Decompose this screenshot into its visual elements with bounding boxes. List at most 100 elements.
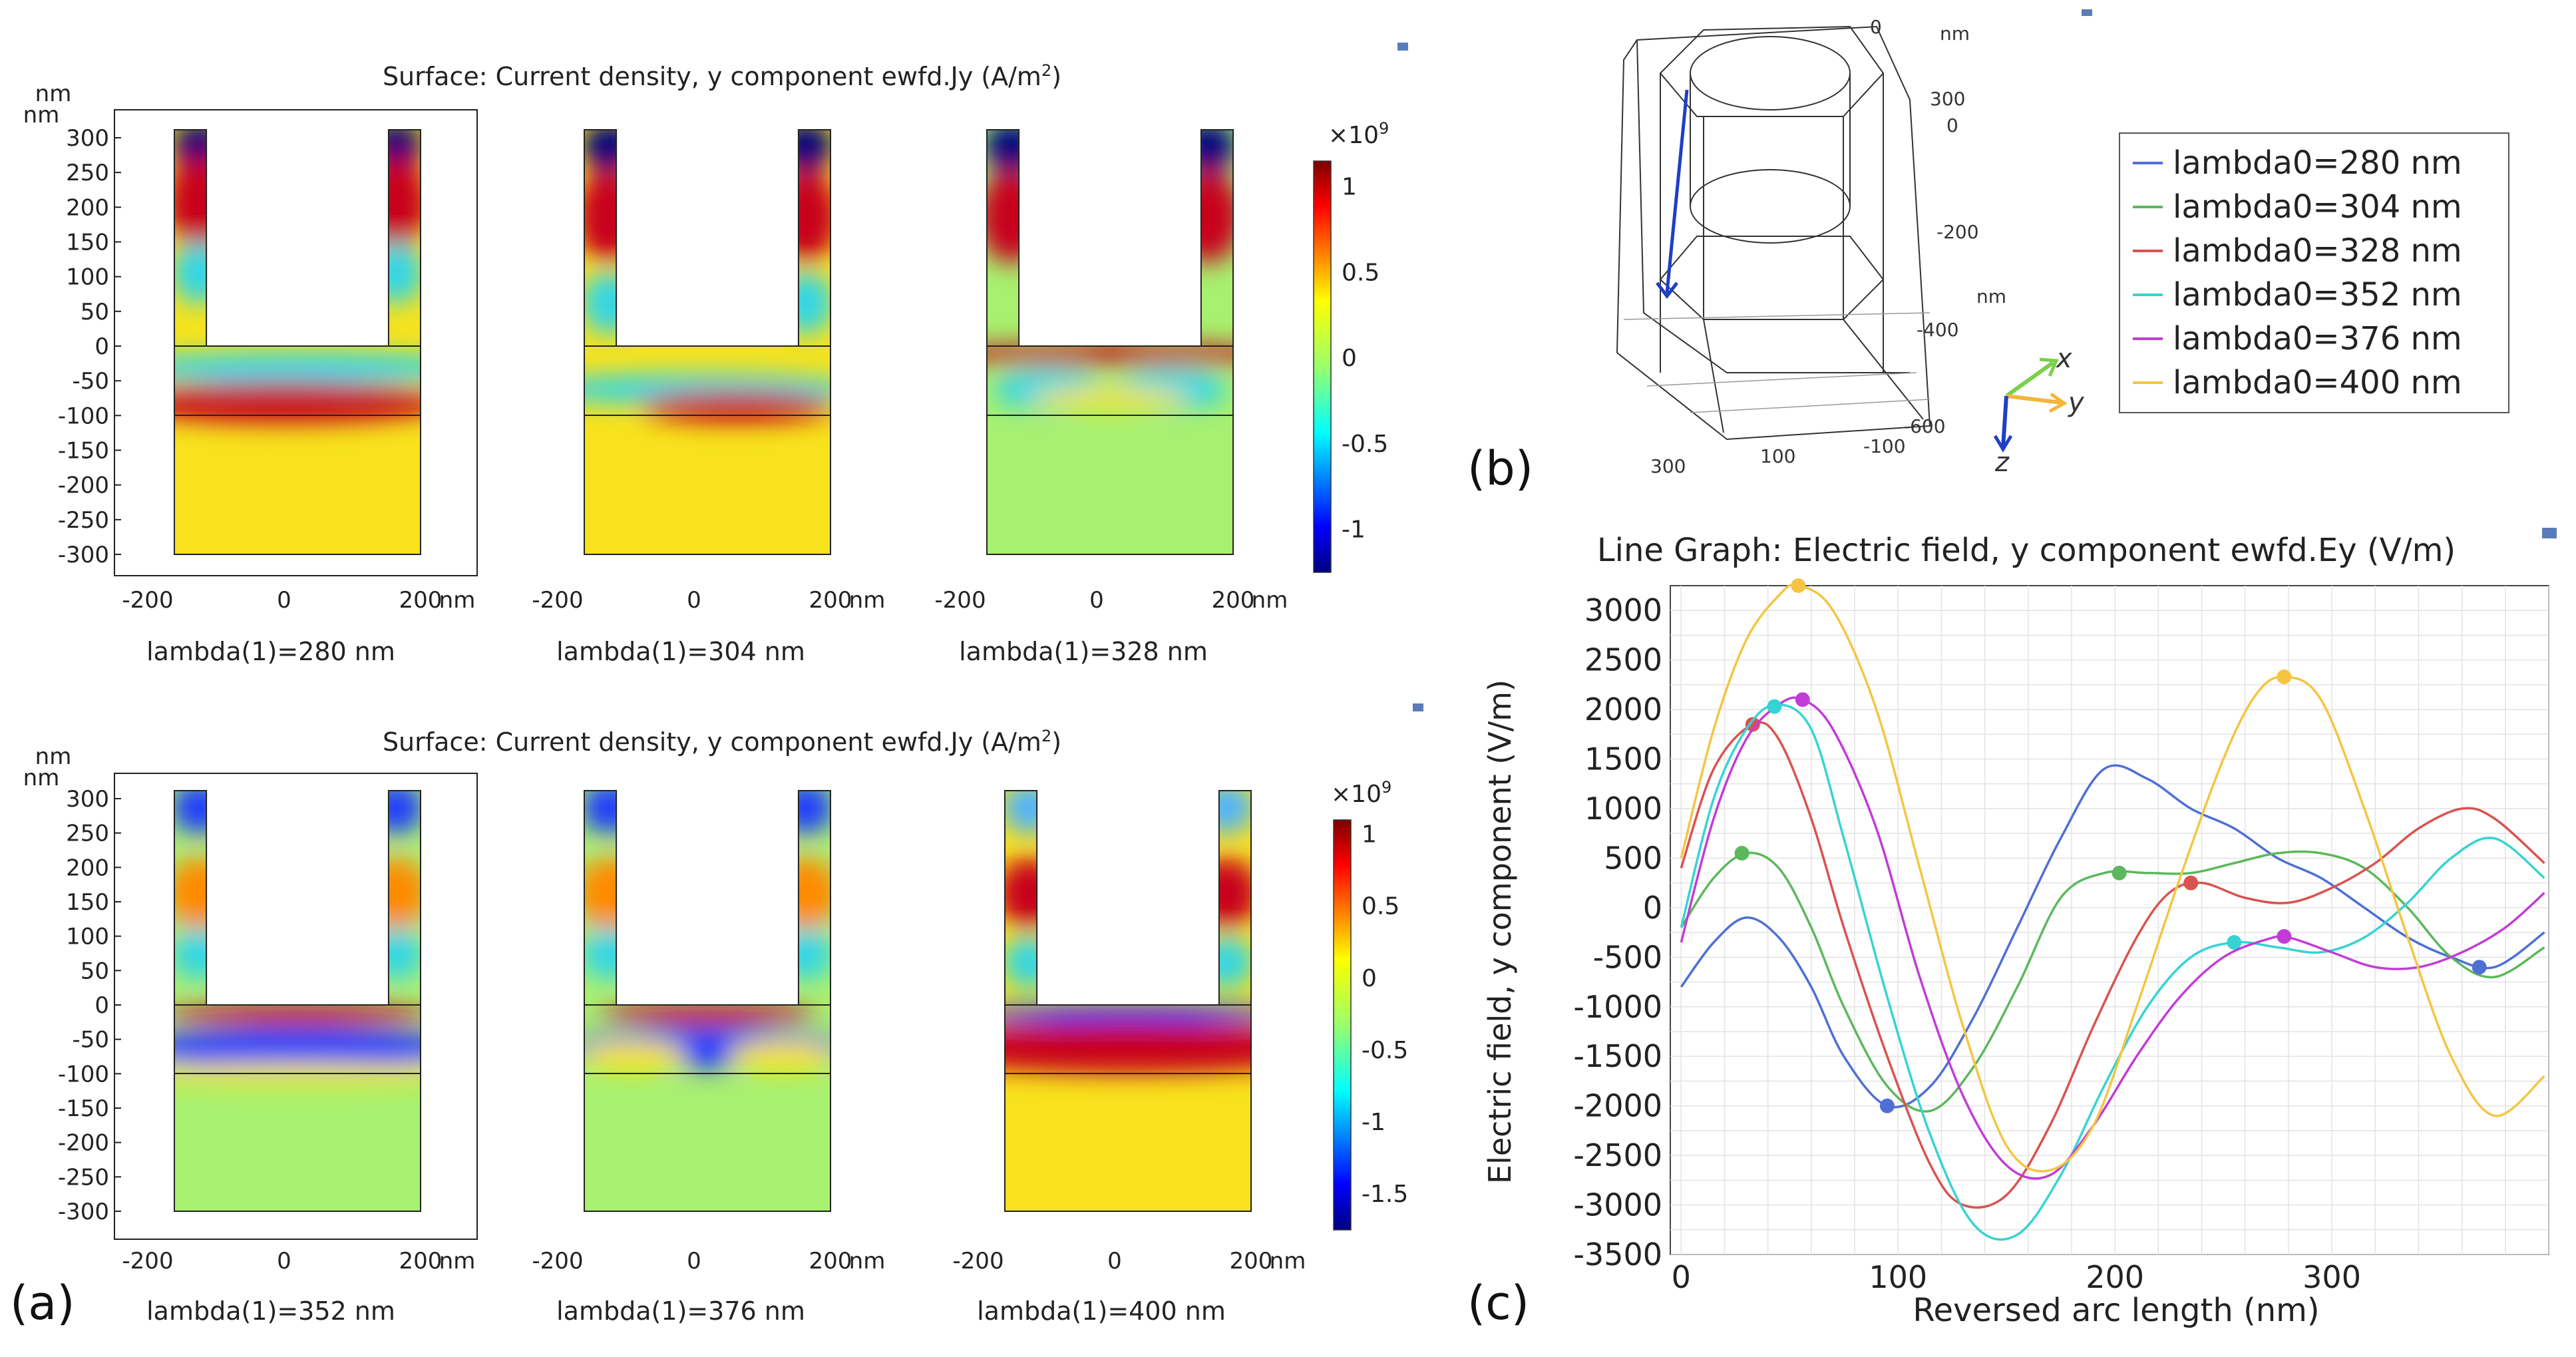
colorbar-row2: ×109 [1331, 778, 1391, 1231]
series-marker [2112, 865, 2127, 880]
colorbar-tick-label: 1 [1342, 174, 1357, 201]
y-tick-label: -2000 [1573, 1088, 1662, 1124]
x-tick-label: -200 [532, 1248, 583, 1274]
row1-y-unit-2: nm [23, 102, 60, 128]
y-tick-label: 1500 [1584, 741, 1662, 777]
y-tick-label: 250 [66, 821, 109, 847]
panel-b-axis-labels: 0 nm 300 0 -200 nm -400 -600 -100 100 30… [1650, 16, 2006, 477]
panel-c-xlabel: Reversed arc length (nm) [1913, 1292, 2319, 1329]
series-marker [1795, 692, 1810, 707]
series-marker [1767, 699, 1782, 714]
series-marker [2227, 935, 2242, 950]
export-icon-b[interactable] [2082, 9, 2092, 16]
panel-b-geometry [1616, 25, 1931, 441]
y-tick-label: 500 [1604, 840, 1662, 876]
field-map-4 [174, 790, 421, 1212]
panel-c-title: Line Graph: Electric field, y component … [1597, 532, 2456, 569]
y-tick-label: -300 [58, 1199, 109, 1225]
x-tick-label: 200 [1212, 587, 1255, 614]
colorbar-tick-label: 0 [1342, 345, 1357, 372]
panel-c-ylabel: Electric field, y component (V/m) [1482, 679, 1518, 1184]
field-map-caption: lambda(1)=328 nm [959, 637, 1208, 666]
colorbar-tick-label: 0 [1362, 965, 1377, 992]
colorbar-tick-label: -0.5 [1342, 431, 1388, 458]
y-tick-label: -50 [72, 1027, 109, 1054]
y-tick-label: -150 [58, 438, 109, 465]
x-tick-label: -200 [122, 587, 173, 614]
triad-z-label: z [1994, 447, 2010, 478]
colorbar-tick-label: -1 [1342, 516, 1366, 544]
triad-y-label: y [2068, 387, 2085, 418]
y-tick-label: 300 [66, 125, 109, 152]
x-unit-label: nm [1270, 1248, 1306, 1274]
field-map-caption: lambda(1)=376 nm [556, 1296, 805, 1326]
triad-x-label: x [2055, 343, 2072, 374]
x-tick-label: -200 [952, 1248, 1004, 1274]
colorbar-row1-exponent: ×109 [1328, 119, 1389, 149]
colorbar-tick-label: -1.5 [1362, 1181, 1408, 1208]
y-tick-label: 100 [66, 264, 109, 291]
y-tick-label: 2000 [1584, 691, 1662, 727]
x-tick-label: 0 [687, 1248, 701, 1274]
export-icon-c[interactable] [2542, 528, 2557, 538]
y-tick-label: -500 [1593, 939, 1662, 975]
row2-y-unit: nm [35, 743, 72, 770]
panel-c-label: (c) [1467, 1276, 1529, 1330]
panel-a-plots [174, 129, 1252, 1212]
y-tick-label: 0 [1643, 890, 1662, 926]
field-map-caption: lambda(1)=352 nm [146, 1296, 395, 1326]
x-tick-label: 200 [2086, 1259, 2144, 1295]
y-tick-label: 250 [66, 160, 109, 186]
y-tick-label: 200 [66, 855, 109, 881]
geom-label-neg600: -600 [1903, 415, 1946, 437]
colorbar-row1-bar [1313, 160, 1332, 573]
y-tick-label: -200 [58, 473, 109, 499]
geom-label-0-mid: 0 [1946, 114, 1958, 136]
x-tick-label: 200 [399, 587, 443, 614]
y-tick-label: 0 [94, 992, 109, 1019]
geom-label-neg100: -100 [1863, 435, 1906, 457]
panel-a-label: (a) [10, 1276, 75, 1330]
y-tick-label: -300 [58, 542, 109, 568]
x-tick-label: -200 [122, 1248, 173, 1274]
y-tick-label: -50 [72, 368, 109, 395]
geom-label-nm-mid: nm [1976, 286, 2006, 307]
colorbar-row2-exponent: ×109 [1331, 778, 1391, 808]
plot-area [1670, 585, 2549, 1255]
y-tick-label: -1500 [1573, 1038, 1662, 1074]
x-tick-label: 200 [399, 1248, 443, 1274]
y-tick-label: -1000 [1573, 989, 1662, 1025]
series-marker [1745, 717, 1760, 732]
y-tick-label: 150 [66, 889, 109, 916]
x-tick-label: 300 [2302, 1259, 2361, 1295]
y-tick-label: 150 [66, 230, 109, 256]
y-tick-label: 3000 [1584, 592, 1662, 628]
legend-label: lambda0=400 nm [2173, 364, 2462, 401]
series-marker [1734, 846, 1749, 861]
legend-label: lambda0=280 nm [2173, 144, 2462, 182]
x-unit-label: nm [849, 1248, 886, 1274]
export-icon-a2[interactable] [1413, 703, 1423, 711]
export-icon-a1[interactable] [1397, 43, 1408, 51]
legend-label: lambda0=352 nm [2173, 276, 2462, 313]
colorbar-tick-label: 0.5 [1342, 259, 1380, 286]
y-tick-label: -100 [58, 403, 109, 429]
x-tick-label: 0 [277, 587, 291, 614]
row2-frame [114, 773, 478, 1240]
geom-label-nm-top: nm [1940, 23, 1970, 45]
panel-a-row1-title: Surface: Current density, y component ew… [383, 61, 1061, 91]
x-tick-label: -200 [934, 587, 986, 614]
series-line-3 [1680, 721, 2545, 1209]
colorbar-tick-label: 1 [1362, 821, 1377, 849]
series-line-2 [1680, 850, 2545, 1113]
series-marker [2183, 875, 2199, 890]
legend: lambda0=280 nm lambda0=304 nm lambda0=328 … [2133, 144, 2462, 401]
x-tick-label: 200 [809, 587, 852, 614]
series-marker [2277, 669, 2292, 684]
y-tick-label: 2500 [1584, 642, 1662, 678]
legend-label: lambda0=328 nm [2173, 232, 2462, 270]
y-tick-label: -100 [58, 1061, 109, 1087]
y-tick-label: 50 [81, 958, 109, 984]
geom-label-300: 300 [1930, 88, 1965, 110]
field-map-caption: lambda(1)=304 nm [556, 637, 805, 666]
